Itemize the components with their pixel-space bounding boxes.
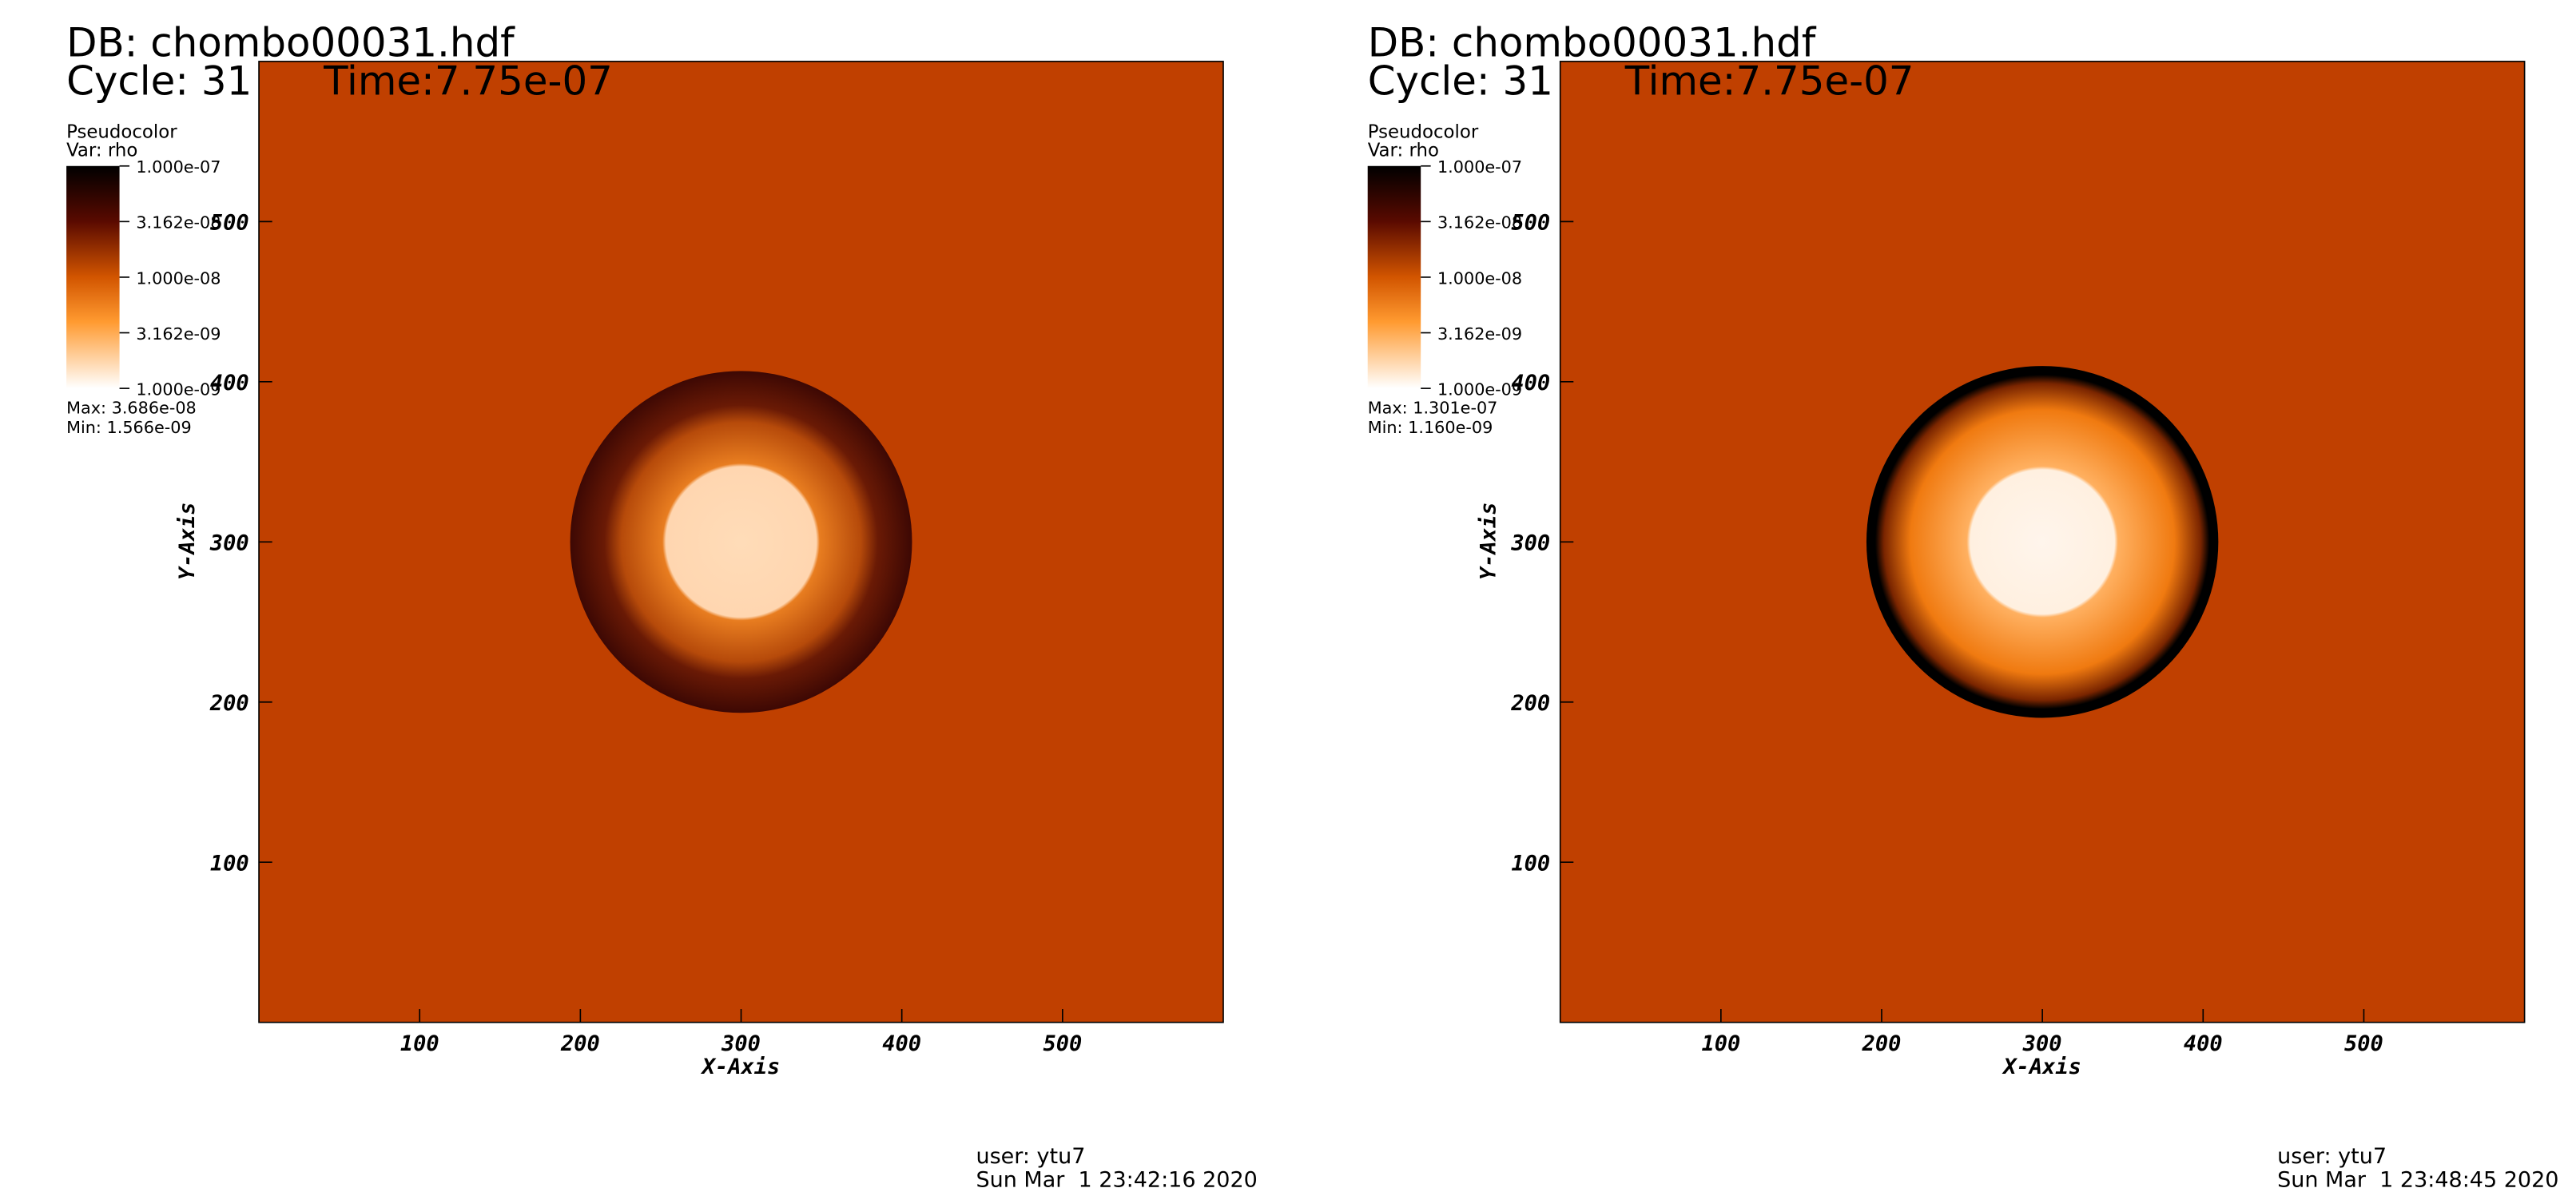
- db-title: DB: chombo00031.hdf: [1368, 20, 1817, 66]
- y-tick-label: 300: [1510, 531, 1550, 556]
- y-tick-label: 500: [1511, 211, 1550, 236]
- user: user: ytu7: [2277, 1144, 2387, 1169]
- colorbar-label: 1.000e-08: [136, 268, 221, 288]
- colorbar-label: 1.000e-08: [1437, 268, 1522, 288]
- colorbar-label: 1.000e-07: [136, 157, 221, 177]
- time: Time:7.75e-07: [323, 58, 613, 104]
- y-tick-label: 400: [210, 371, 249, 395]
- date: Sun Mar 1 23:42:16 2020: [976, 1167, 1257, 1192]
- user: user: ytu7: [976, 1144, 1085, 1169]
- y-tick-label: 200: [1510, 691, 1550, 716]
- x-tick-label: 400: [2184, 1031, 2223, 1056]
- y-tick-label: 400: [1511, 371, 1550, 395]
- y-tick-label: 300: [209, 531, 249, 556]
- y-tick-label: 500: [210, 211, 249, 236]
- x-tick-label: 100: [1701, 1031, 1740, 1056]
- colorbar-label: 3.162e-08: [1437, 213, 1522, 232]
- colorbar: [1367, 165, 1421, 389]
- cycle: Cycle: 31: [66, 58, 252, 104]
- x-tick-label: 500: [2344, 1031, 2383, 1056]
- x-tick-label: 400: [882, 1031, 921, 1056]
- cycle: Cycle: 31: [1368, 58, 1553, 104]
- density-blob: [1866, 366, 2219, 718]
- colorbar-label: 1.000e-09: [136, 379, 221, 399]
- colorbar-label: 3.162e-08: [136, 213, 221, 232]
- legend-max: Max: 1.301e-07: [1368, 398, 1498, 417]
- x-tick-label: 300: [721, 1031, 761, 1056]
- x-tick-label: 200: [1862, 1031, 1902, 1056]
- time: Time:7.75e-07: [1624, 58, 1914, 104]
- legend-var: Var: rho: [1368, 140, 1439, 161]
- y-tick-label: 200: [209, 691, 249, 716]
- legend-max: Max: 3.686e-08: [66, 398, 197, 417]
- y-tick-label: 100: [210, 852, 249, 876]
- x-axis-label: X-Axis: [701, 1055, 781, 1079]
- x-tick-label: 500: [1043, 1031, 1082, 1056]
- colorbar-label: 1.000e-07: [1437, 157, 1522, 177]
- legend-title: Pseudocolor: [66, 121, 177, 142]
- x-axis-label: X-Axis: [2002, 1055, 2081, 1079]
- legend-title: Pseudocolor: [1368, 121, 1479, 142]
- y-tick-label: 100: [1511, 852, 1550, 876]
- x-tick-label: 300: [2022, 1031, 2062, 1056]
- colorbar-label: 3.162e-09: [1437, 324, 1522, 344]
- y-axis-label: Y-Axis: [1477, 502, 1501, 580]
- db-title: DB: chombo00031.hdf: [66, 20, 515, 66]
- x-tick-label: 200: [560, 1031, 600, 1056]
- legend-min: Min: 1.566e-09: [66, 418, 192, 437]
- date: Sun Mar 1 23:48:45 2020: [2277, 1167, 2558, 1192]
- x-tick-label: 100: [400, 1031, 439, 1056]
- colorbar-label: 1.000e-09: [1437, 379, 1522, 399]
- density-blob: [570, 371, 912, 713]
- y-axis-label: Y-Axis: [175, 502, 200, 580]
- legend-var: Var: rho: [66, 140, 137, 161]
- colorbar: [66, 165, 120, 389]
- legend-min: Min: 1.160e-09: [1368, 418, 1493, 437]
- colorbar-label: 3.162e-09: [136, 324, 221, 344]
